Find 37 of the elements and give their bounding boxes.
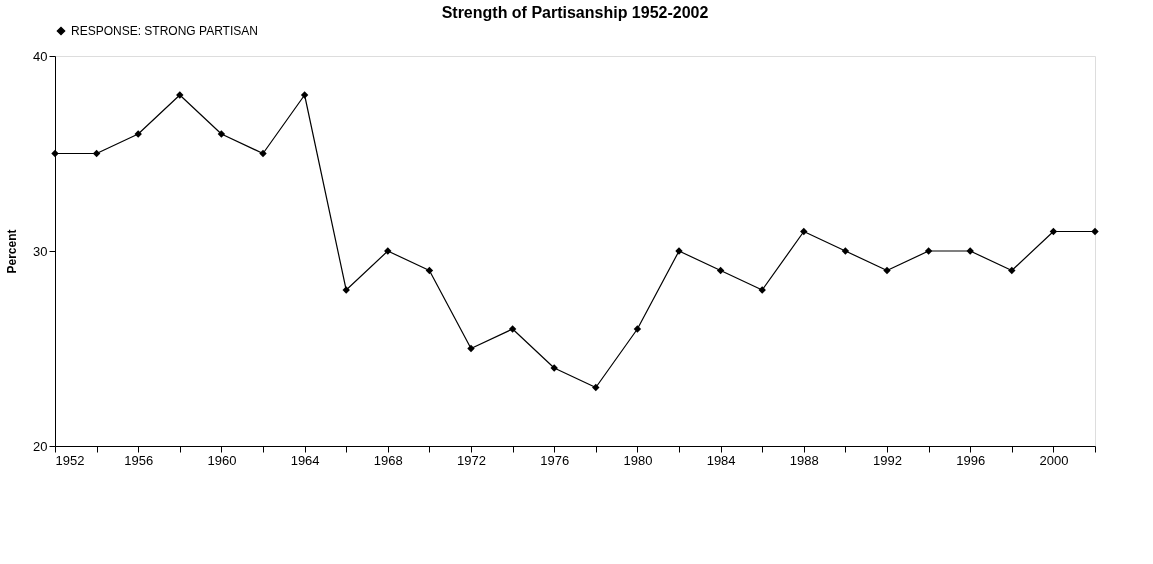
point (51, 149, 59, 158)
x-tick-label: 1952 (55, 452, 85, 468)
point (800, 227, 808, 236)
point (716, 266, 725, 275)
point (883, 266, 891, 275)
x-tick-label: 1972 (457, 452, 486, 468)
x-tick-label: 1976 (540, 452, 570, 468)
y-tick-label: 20 (33, 438, 48, 454)
x-tick-label: 1968 (373, 452, 403, 468)
x-tick-label: 1996 (956, 452, 986, 468)
chart-title: Strength of Partisanship 1952-2002 (441, 4, 709, 21)
point (425, 266, 434, 275)
y-tick-label: 40 (33, 48, 48, 64)
point (1091, 227, 1099, 236)
point (217, 130, 226, 138)
y-tick-label: 30 (33, 243, 48, 259)
x-tick-label: 2000 (1039, 452, 1069, 468)
point (1049, 227, 1058, 236)
point (1008, 266, 1016, 275)
x-tick-label: 1956 (124, 452, 154, 468)
point (467, 344, 475, 353)
x-tick-label: 1992 (873, 452, 902, 468)
point (300, 91, 309, 99)
legend-label: RESPONSE: STRONG PARTISAN (71, 24, 258, 38)
y-axis-title: Percent (5, 229, 20, 274)
point (592, 383, 600, 392)
x-tick-label: 1980 (623, 452, 653, 468)
point (633, 325, 642, 333)
point (92, 149, 101, 158)
x-tick-label: 1984 (706, 452, 736, 468)
x-tick-label: 1964 (290, 452, 320, 468)
x-tick-label: 1960 (207, 452, 237, 468)
point (924, 247, 933, 255)
point (841, 247, 850, 255)
point (508, 325, 517, 333)
x-tick-label: 1988 (789, 452, 819, 468)
point (259, 149, 267, 158)
